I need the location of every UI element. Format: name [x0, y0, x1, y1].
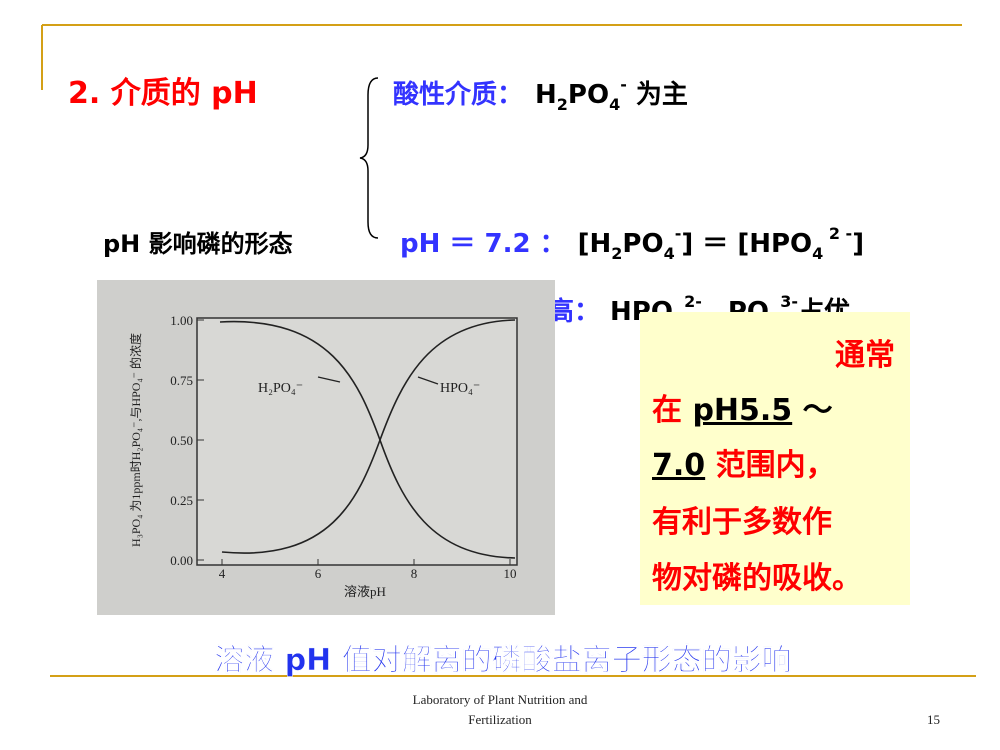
y-tick-label: 1.00 [170, 313, 193, 328]
text: 为主 [627, 80, 688, 110]
page-number: 15 [927, 712, 940, 727]
x-axis: 4 6 8 10 [219, 559, 517, 581]
label: 高： [548, 296, 600, 327]
y-tick-label: 0.75 [170, 373, 193, 388]
subscript: 2 [557, 95, 568, 114]
figure: 1.000.750.500.250.00 4 6 8 10 H₂PO₄⁻ HPO₄⁻ … [97, 280, 555, 615]
formula: H [535, 80, 557, 110]
y-tick-label: 0.50 [170, 433, 193, 448]
superscript: - [620, 75, 627, 94]
x-axis-label: 溶液pH [344, 584, 386, 599]
superscript: 2- [684, 292, 702, 311]
subscript: 4 [812, 244, 823, 263]
note-line: 物对磷的吸收。 [652, 561, 862, 596]
note-line: 有利于多数作 [652, 505, 832, 540]
superscript: 3- [780, 292, 798, 311]
plot-frame [196, 317, 518, 566]
x-tick-label: 8 [411, 566, 418, 581]
text: 范围内， [705, 448, 835, 483]
curve-label: HPO₄⁻ [440, 381, 480, 396]
subscript: 2 [611, 244, 622, 263]
formula: PO [622, 229, 663, 259]
arrow [417, 376, 439, 385]
note-line: 通常 [835, 338, 895, 373]
superscript: 2 - [823, 224, 852, 243]
curve [221, 319, 516, 554]
x-tick-label: 4 [219, 566, 226, 581]
acidic-line: 酸性介质： H2PO4- 为主 [393, 75, 688, 114]
x-tick-label: 10 [504, 566, 517, 581]
footer-line: Laboratory of Plant Nutrition and [413, 692, 588, 707]
y-tick-label: 0.25 [170, 493, 193, 508]
y-axis-label: H₃PO₄ 为1ppm时H₂PO₄⁻,与HPO₄⁻ 的浓度 [128, 333, 143, 547]
text: 在 [652, 393, 692, 428]
value: pH5.5 [692, 393, 792, 428]
formula: PO [568, 80, 609, 110]
y-axis: 1.00 0.75 0.50 0.25 0.00 [170, 313, 204, 568]
footer-line: Fertilization [468, 712, 532, 727]
text: ～ [792, 393, 832, 428]
formula: ] ＝ [HPO [681, 229, 812, 259]
x-tick-label: 6 [315, 566, 322, 581]
curve-label: H₂PO₄⁻ [258, 381, 303, 396]
subscript: 4 [664, 244, 675, 263]
superscript: - [675, 224, 682, 243]
arrow [317, 376, 341, 383]
note-line: 在 pH5.5 ～ [652, 393, 833, 428]
brace [359, 77, 379, 239]
effect-label: pH 影响磷的形态 [103, 230, 293, 258]
note-line: 7.0 范围内， [652, 448, 836, 483]
formula: ] [852, 229, 864, 259]
caption: 溶液 pH 值对解离的磷酸盐离子形态的影响 [214, 643, 791, 678]
label: pH ＝ 7.2 ： [400, 229, 566, 259]
note-background [640, 312, 910, 605]
label: 酸性介质： [393, 80, 523, 110]
value: 7.0 [652, 448, 705, 483]
y-tick-label: 0.00 [170, 553, 193, 568]
formula: [H [578, 229, 612, 259]
slide-title: 2. 介质的 pH [68, 76, 258, 111]
neutral-line: pH ＝ 7.2 ： [H2PO4-] ＝ [HPO4 2 -] [400, 224, 864, 263]
subscript: 4 [609, 95, 620, 114]
note-box: 通常 在 pH5.5 ～ 7.0 范围内， 有利于多数作 物对磷的吸收。 [640, 312, 910, 605]
